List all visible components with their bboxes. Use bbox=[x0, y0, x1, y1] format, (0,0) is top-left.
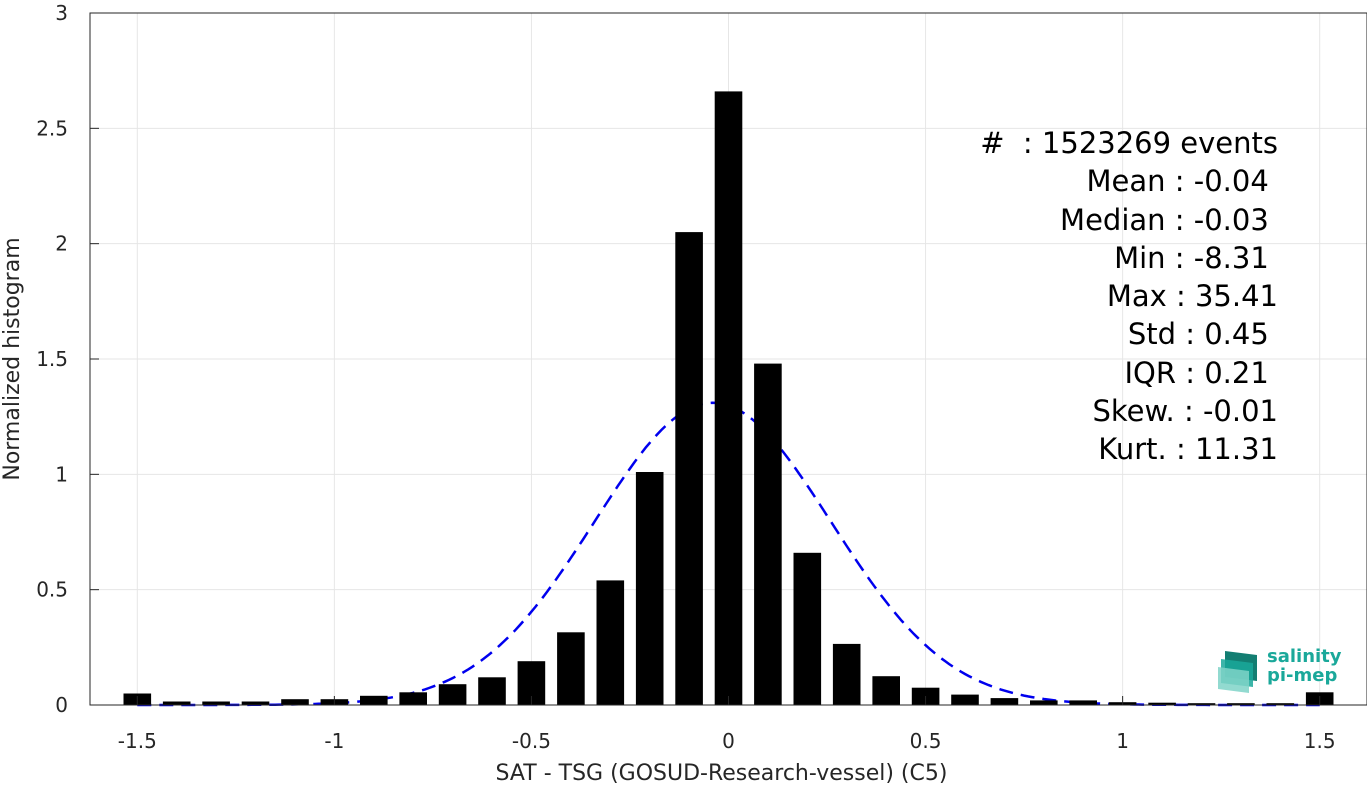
histogram-bar-22 bbox=[990, 698, 1019, 705]
histogram-bar-9 bbox=[478, 677, 506, 705]
stat-std: Std : 0.45 bbox=[1127, 317, 1278, 352]
histogram-bar-8 bbox=[438, 684, 467, 705]
histogram-bar-23 bbox=[1030, 700, 1058, 705]
stat-mean: Mean : -0.04 bbox=[1086, 164, 1278, 199]
y-tick-label-2: 1 bbox=[55, 462, 68, 486]
histogram-bar-16 bbox=[754, 363, 782, 705]
stat-skew: Skew. : -0.01 bbox=[1092, 394, 1278, 429]
histogram-bars bbox=[123, 91, 1334, 705]
histogram-bar-2 bbox=[202, 701, 230, 705]
histogram-bar-17 bbox=[793, 552, 822, 705]
histogram-bar-21 bbox=[951, 694, 979, 705]
histogram-bar-27 bbox=[1187, 703, 1216, 705]
stat-iqr: IQR : 0.21 bbox=[1124, 355, 1278, 390]
x-tick-label-0: -1.5 bbox=[118, 729, 157, 753]
histogram-bar-24 bbox=[1069, 700, 1097, 705]
x-axis-ticks: -1.5 -1 -0.5 0 0.5 1 1.5 bbox=[118, 696, 1336, 753]
statistics-annotation: # : 1523269 events Mean : -0.04 Median :… bbox=[900, 124, 1278, 469]
histogram-bar-19 bbox=[872, 676, 900, 705]
histogram-bar-7 bbox=[399, 692, 427, 705]
y-tick-label-6: 3 bbox=[55, 1, 68, 25]
histogram-bar-1 bbox=[162, 701, 191, 705]
histogram-bar-14 bbox=[675, 232, 703, 705]
stat-events: # : 1523269 events bbox=[980, 126, 1278, 160]
logo-line-pimep: pi-mep bbox=[1267, 665, 1338, 686]
histogram-bar-15 bbox=[714, 91, 743, 705]
histogram-bar-13 bbox=[635, 472, 664, 705]
y-tick-label-0: 0 bbox=[55, 693, 68, 717]
x-tick-label-4: 0.5 bbox=[910, 729, 942, 753]
histogram-bar-4 bbox=[281, 699, 309, 705]
histogram-bar-26 bbox=[1148, 702, 1176, 705]
histogram-bar-29 bbox=[1266, 703, 1295, 705]
histogram-bar-28 bbox=[1227, 703, 1255, 705]
y-tick-label-4: 2 bbox=[55, 232, 68, 256]
y-axis-ticks: 0 0.5 1 1.5 2 2.5 3 bbox=[36, 1, 99, 717]
y-axis-label: Normalized histogram bbox=[0, 237, 25, 480]
histogram-bar-6 bbox=[360, 695, 388, 705]
salinity-logo-icon bbox=[1218, 651, 1257, 693]
y-tick-label-5: 2.5 bbox=[36, 116, 68, 140]
logo-text: salinity pi-mep bbox=[1267, 647, 1342, 685]
y-tick-label-3: 1.5 bbox=[36, 347, 68, 371]
x-tick-label-1: -1 bbox=[324, 729, 344, 753]
stat-kurt: Kurt. : 11.31 bbox=[1098, 432, 1278, 467]
histogram-bar-3 bbox=[241, 701, 270, 705]
stat-median: Median : -0.03 bbox=[1060, 202, 1278, 237]
x-tick-label-5: 1 bbox=[1116, 729, 1129, 753]
x-tick-label-3: 0 bbox=[722, 729, 735, 753]
x-tick-label-2: -0.5 bbox=[512, 729, 551, 753]
stat-min: Min : -8.31 bbox=[1114, 240, 1278, 275]
logo-line-salinity: salinity bbox=[1267, 646, 1342, 667]
histogram-bar-12 bbox=[596, 580, 625, 705]
x-tick-label-6: 1.5 bbox=[1304, 729, 1336, 753]
salinity-pi-mep-logo: salinity pi-mep bbox=[1217, 645, 1347, 695]
histogram-bar-11 bbox=[557, 632, 585, 705]
histogram-bar-18 bbox=[832, 643, 861, 705]
stat-max: Max : 35.41 bbox=[1106, 279, 1278, 314]
x-axis-label: SAT - TSG (GOSUD-Research-vessel) (C5) bbox=[496, 761, 948, 785]
y-tick-label-1: 0.5 bbox=[36, 578, 68, 602]
